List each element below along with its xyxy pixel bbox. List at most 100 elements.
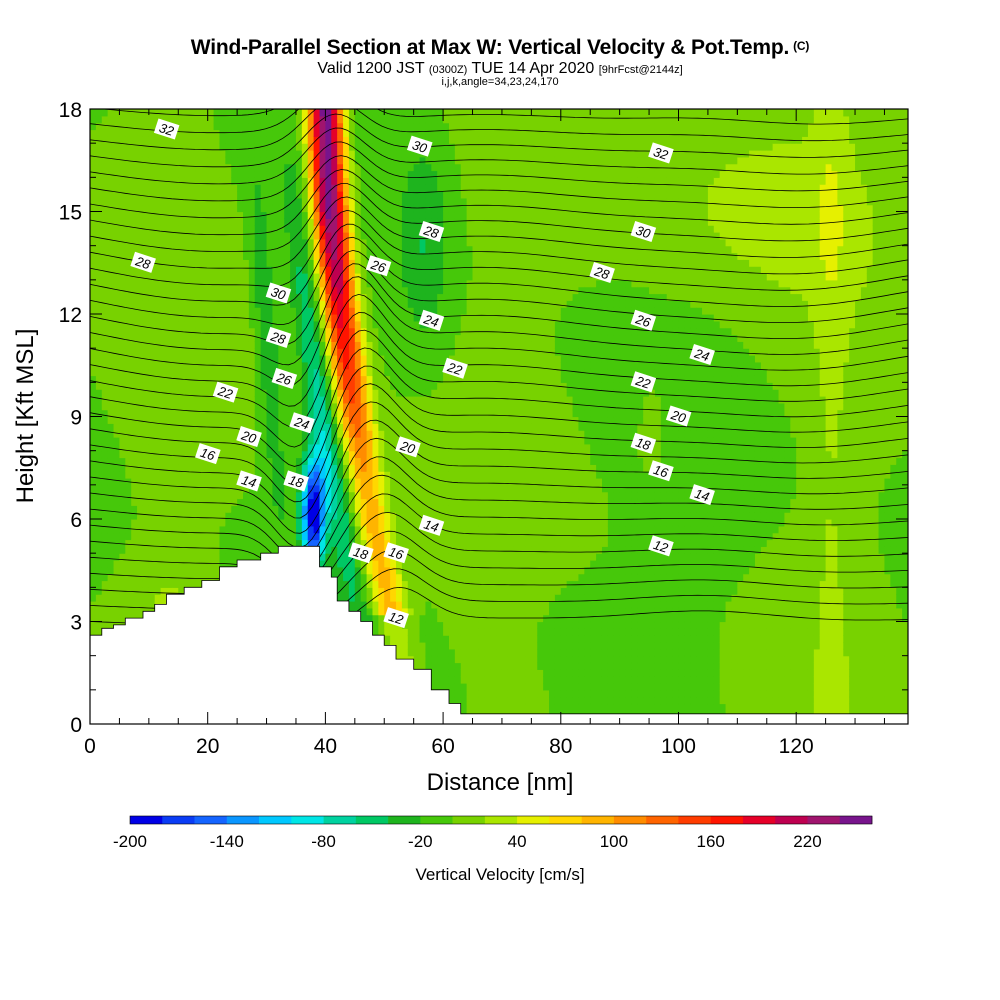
field-cell: [407, 300, 415, 308]
field-cell: [154, 238, 162, 247]
field-cell: [260, 491, 268, 500]
field-cell: [213, 334, 221, 342]
field-cell: [384, 177, 391, 185]
field-cell: [366, 580, 374, 588]
field-cell: [113, 191, 121, 199]
field-cell: [125, 491, 132, 500]
field-cell: [119, 382, 126, 390]
field-cell: [195, 286, 203, 295]
field-cell: [166, 307, 173, 315]
field-cell: [95, 204, 103, 213]
field-cell: [407, 334, 415, 342]
field-cell: [101, 314, 109, 322]
field-cell: [101, 177, 109, 185]
field-cell: [113, 115, 121, 124]
field-cell: [313, 163, 321, 172]
field-cell: [301, 519, 309, 527]
field-cell: [407, 150, 415, 158]
field-cell: [90, 314, 97, 322]
field-cell: [90, 423, 97, 431]
field-cell: [237, 238, 244, 247]
field-cell: [219, 266, 226, 274]
field-cell: [260, 129, 268, 137]
field-cell: [413, 628, 421, 636]
field-cell: [337, 471, 344, 479]
field-cell: [154, 293, 162, 301]
field-cell: [95, 389, 103, 397]
field-cell: [278, 225, 285, 233]
field-cell: [243, 150, 250, 158]
field-cell: [101, 156, 109, 165]
field-cell: [178, 416, 185, 424]
field-cell: [290, 437, 297, 445]
field-cell: [178, 245, 185, 254]
field-cell: [207, 566, 215, 575]
field-cell: [207, 553, 215, 561]
field-cell: [313, 191, 321, 199]
field-cell: [207, 498, 215, 506]
field-cell: [190, 396, 197, 404]
field-cell: [266, 170, 274, 178]
field-cell: [401, 334, 409, 342]
field-cell: [207, 539, 215, 547]
field-cell: [154, 437, 162, 445]
field-cell: [90, 129, 97, 137]
field-cell: [219, 430, 226, 438]
field-cell: [107, 607, 115, 616]
field-cell: [101, 491, 109, 500]
field-cell: [195, 512, 203, 520]
field-cell: [184, 443, 191, 452]
field-cell: [307, 156, 315, 165]
field-cell: [213, 368, 221, 377]
field-cell: [272, 259, 279, 267]
field-cell: [307, 177, 315, 185]
field-cell: [137, 307, 144, 315]
field-cell: [290, 505, 297, 513]
field-cell: [119, 122, 126, 131]
field-cell: [248, 532, 256, 541]
field-cell: [325, 491, 332, 500]
field-cell: [190, 163, 197, 172]
field-cell: [113, 430, 121, 438]
field-cell: [248, 314, 256, 322]
field-cell: [301, 430, 309, 438]
field-cell: [178, 279, 185, 288]
field-cell: [384, 464, 391, 472]
field-cell: [90, 402, 97, 411]
field-cell: [172, 191, 179, 199]
field-cell: [295, 498, 303, 506]
field-cell: [248, 307, 256, 315]
field-cell: [313, 115, 321, 124]
field-cell: [148, 238, 156, 247]
field-cell: [160, 382, 168, 390]
field-cell: [184, 177, 191, 185]
field-cell: [154, 307, 162, 315]
field-cell: [295, 225, 303, 233]
field-cell: [407, 177, 415, 185]
field-cell: [107, 355, 115, 363]
field-cell: [360, 122, 368, 131]
field-cell: [154, 478, 162, 486]
field-cell: [248, 368, 256, 377]
field-cell: [107, 430, 115, 438]
field-cell: [337, 457, 344, 465]
field-cell: [213, 539, 221, 547]
field-cell: [213, 211, 221, 219]
field-cell: [248, 122, 256, 131]
field-cell: [107, 327, 115, 336]
field-cell: [119, 279, 126, 288]
field-cell: [290, 532, 297, 541]
field-cell: [354, 573, 362, 582]
field-cell: [166, 498, 173, 506]
field-cell: [290, 348, 297, 356]
field-cell: [372, 129, 379, 137]
field-cell: [113, 320, 121, 329]
field-cell: [207, 279, 215, 288]
field-cell: [372, 341, 379, 349]
field-cell: [384, 560, 391, 568]
field-cell: [354, 177, 362, 185]
field-cell: [101, 519, 109, 527]
field-cell: [131, 197, 138, 206]
field-cell: [319, 170, 326, 178]
field-cell: [119, 409, 126, 418]
